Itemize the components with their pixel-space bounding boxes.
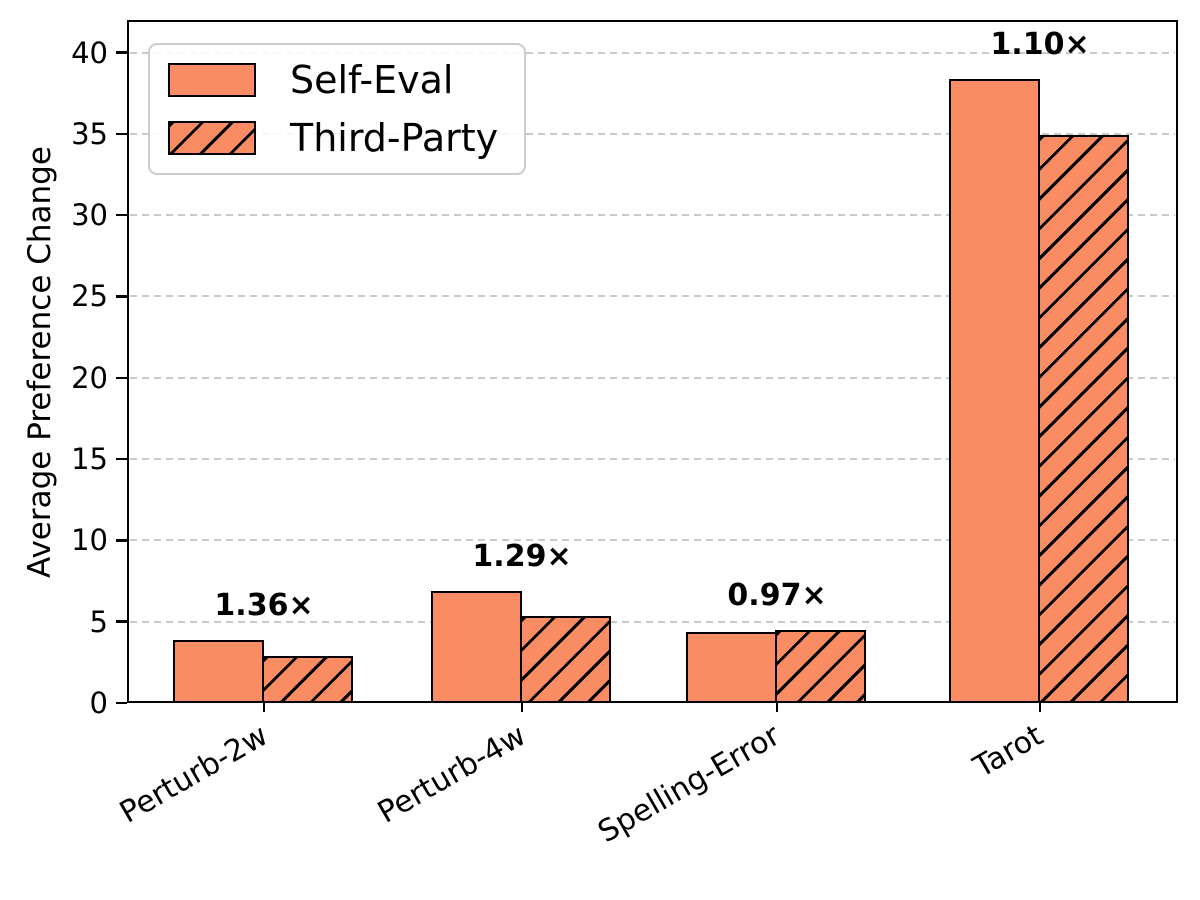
y-tick-mark-20 bbox=[116, 376, 127, 379]
x-tick-mark-tarot bbox=[1038, 703, 1042, 712]
ratio-annotation-perturb-4w: 1.29× bbox=[472, 538, 572, 574]
y-tick-mark-5 bbox=[116, 620, 127, 623]
ratio-annotation-tarot: 1.10× bbox=[990, 26, 1090, 62]
gridline-35 bbox=[130, 132, 1175, 135]
bar-self-eval-tarot bbox=[949, 78, 1040, 703]
y-tick-label-25: 25 bbox=[71, 279, 108, 314]
gridline-25 bbox=[130, 295, 1175, 298]
legend: Self-Eval Third-Party bbox=[148, 43, 527, 175]
y-tick-label-30: 30 bbox=[71, 198, 108, 233]
gridline-40 bbox=[130, 51, 1175, 54]
x-tick-label-tarot: Tarot bbox=[968, 718, 1050, 786]
y-tick-label-40: 40 bbox=[71, 35, 108, 70]
y-tick-mark-25 bbox=[116, 295, 127, 298]
gridline-20 bbox=[130, 376, 1175, 379]
y-tick-label-5: 5 bbox=[89, 604, 108, 639]
bar-self-eval-perturb-4w bbox=[431, 590, 522, 703]
x-tick-mark-spelling-error bbox=[775, 703, 779, 712]
y-tick-mark-40 bbox=[116, 51, 127, 54]
y-tick-label-0: 0 bbox=[89, 686, 108, 720]
y-tick-mark-30 bbox=[116, 213, 127, 217]
bar-third-party-spelling-error bbox=[775, 629, 866, 703]
gridline-5 bbox=[130, 620, 1175, 623]
bar-third-party-perturb-2w bbox=[262, 656, 353, 703]
y-tick-label-10: 10 bbox=[71, 523, 108, 558]
gridline-10 bbox=[130, 539, 1175, 542]
y-tick-mark-15 bbox=[116, 457, 127, 461]
y-tick-mark-35 bbox=[116, 132, 127, 136]
ratio-annotation-spelling-error: 0.97× bbox=[727, 577, 827, 613]
legend-item-third-party: Third-Party bbox=[168, 115, 498, 161]
gridline-30 bbox=[130, 214, 1175, 217]
ratio-annotation-perturb-2w: 1.36× bbox=[214, 587, 314, 623]
legend-item-self-eval: Self-Eval bbox=[168, 57, 498, 103]
legend-swatch-hatched-icon bbox=[168, 121, 256, 155]
x-tick-label-perturb-4w: Perturb-4w bbox=[371, 718, 532, 831]
legend-label-self-eval: Self-Eval bbox=[290, 58, 454, 102]
bar-third-party-tarot bbox=[1038, 135, 1129, 703]
x-tick-label-spelling-error: Spelling-Error bbox=[592, 718, 787, 851]
legend-label-third-party: Third-Party bbox=[290, 116, 499, 160]
y-tick-label-15: 15 bbox=[71, 442, 108, 477]
y-tick-label-20: 20 bbox=[71, 360, 108, 395]
y-tick-label-35: 35 bbox=[71, 116, 108, 151]
bar-third-party-perturb-4w bbox=[520, 615, 611, 703]
bar-self-eval-spelling-error bbox=[686, 632, 777, 703]
x-tick-mark-perturb-2w bbox=[262, 703, 266, 712]
y-tick-mark-10 bbox=[116, 539, 127, 542]
gridline-15 bbox=[130, 458, 1175, 461]
x-tick-mark-perturb-4w bbox=[520, 703, 524, 712]
bar-self-eval-perturb-2w bbox=[173, 639, 264, 703]
legend-swatch-solid-icon bbox=[168, 63, 256, 97]
y-tick-mark-0 bbox=[116, 701, 127, 705]
x-tick-label-perturb-2w: Perturb-2w bbox=[113, 718, 274, 831]
